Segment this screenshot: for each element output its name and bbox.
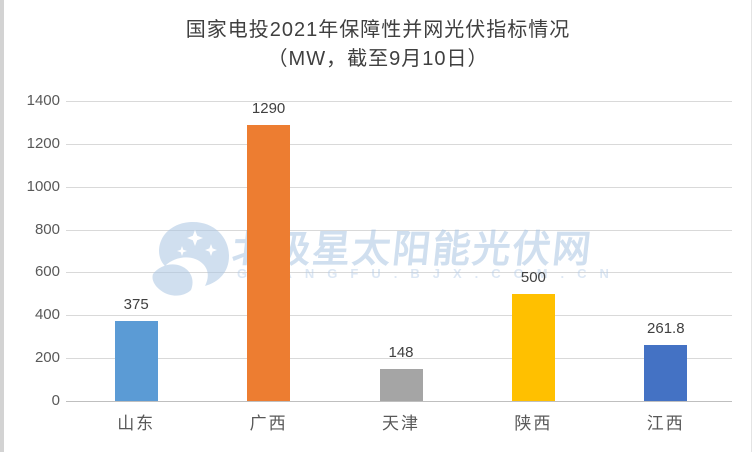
category-label-广西: 广西: [249, 414, 288, 433]
gridline-200: [66, 358, 732, 360]
bar-广西: [247, 124, 291, 401]
y-tick-label-800: 800: [34, 220, 60, 238]
gridline-800: [66, 229, 732, 231]
watermark-polar-star-logo-icon: [152, 222, 229, 296]
chart-title-line1: 国家电投2021年保障性并网光伏指标情况: [185, 19, 571, 41]
bar-陕西: [511, 293, 555, 401]
chart-title-line2: （MW，截至9月10日）: [267, 48, 489, 70]
y-tick-label-1000: 1000: [26, 177, 60, 195]
value-label-山东: 375: [123, 295, 149, 313]
chart-title: 国家电投2021年保障性并网光伏指标情况 （MW，截至9月10日）: [4, 16, 751, 74]
bar-山东: [114, 320, 158, 401]
gridline-400: [66, 315, 732, 317]
value-label-陕西: 500: [520, 268, 546, 286]
x-axis-line: [66, 401, 732, 402]
y-tick-label-200: 200: [34, 349, 60, 367]
y-tick-label-0: 0: [51, 392, 60, 409]
gridline-600: [66, 272, 732, 274]
category-label-江西: 江西: [646, 414, 685, 433]
value-label-天津: 148: [388, 344, 414, 362]
category-label-山东: 山东: [117, 414, 156, 433]
y-tick-label-1400: 1400: [26, 92, 60, 109]
y-tick-label-1200: 1200: [26, 134, 60, 152]
gridline-1200: [66, 143, 732, 145]
y-tick-label-400: 400: [34, 306, 60, 324]
category-label-天津: 天津: [382, 414, 420, 433]
y-tick-label-600: 600: [34, 263, 60, 281]
gridline-1000: [66, 186, 732, 188]
value-label-江西: 261.8: [647, 319, 685, 337]
gridline-1400: [66, 101, 732, 102]
bar-天津: [379, 369, 423, 401]
bar-江西: [644, 344, 688, 401]
category-label-陕西: 陕西: [514, 414, 553, 433]
value-label-广西: 1290: [251, 99, 286, 117]
